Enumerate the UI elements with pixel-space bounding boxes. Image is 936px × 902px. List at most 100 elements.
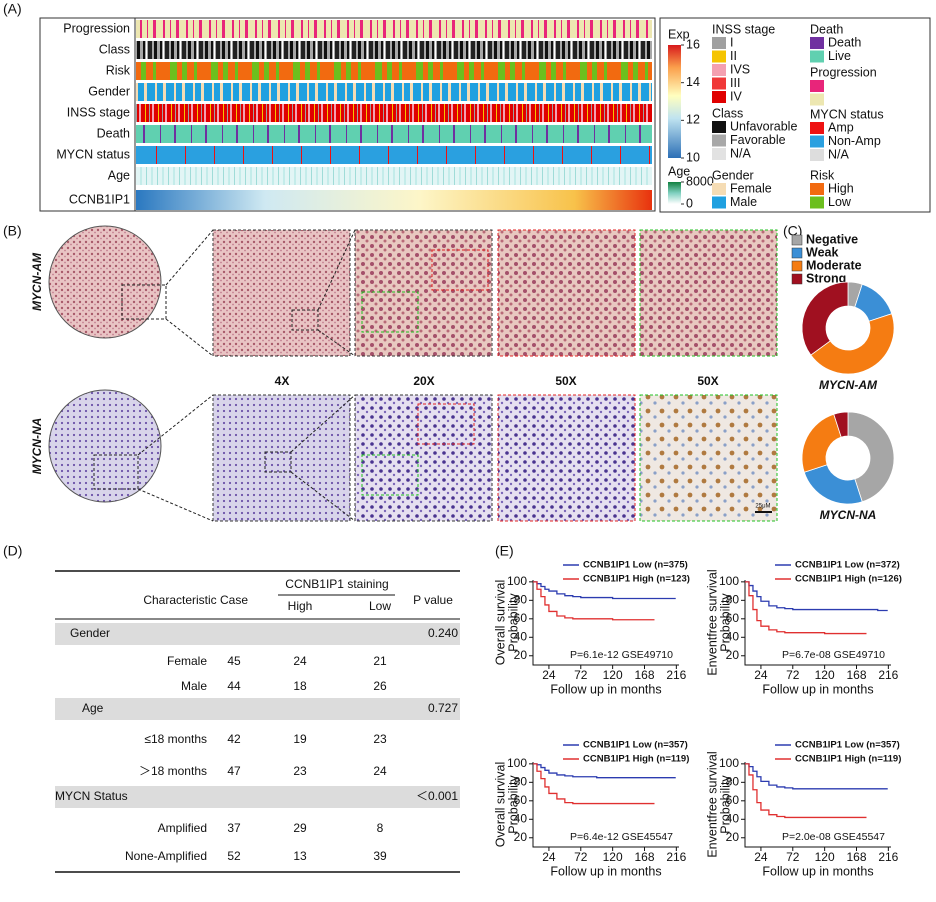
heatmap-row [136, 167, 652, 185]
section-p: 0.240 [428, 626, 458, 640]
cell: 24 [373, 764, 387, 778]
ihc-image [639, 394, 778, 522]
group-label: MYCN-NA [30, 418, 44, 475]
legend-swatch [712, 91, 726, 103]
legend-label: Moderate [806, 258, 862, 272]
legend-swatch [810, 50, 824, 63]
legend-swatch [712, 134, 726, 147]
th: High [288, 599, 313, 613]
x-tick-label: 168 [634, 850, 654, 864]
heatmap-row [136, 41, 652, 59]
legend-title: Death [810, 22, 843, 36]
panel-label: (E) [495, 543, 514, 559]
y-tick-label: 60 [726, 793, 740, 807]
plot-note: P=2.0e-08 GSE45547 [782, 831, 885, 843]
th: Characteristic [143, 593, 216, 607]
cell: 44 [227, 679, 241, 693]
section-band [55, 786, 460, 808]
x-tick-label: 72 [574, 668, 588, 682]
th: CCNB1IP1 staining [285, 577, 388, 591]
legend-label: IV [730, 89, 742, 103]
legend-swatch [791, 234, 803, 246]
km-curve [745, 763, 888, 790]
legend-label: III [730, 76, 740, 90]
legend-swatch [810, 135, 824, 148]
legend-label: Unfavorable [730, 119, 797, 133]
row-label: INSS stage [67, 105, 130, 119]
section-name: MYCN Status [55, 789, 128, 803]
row-label: Progression [63, 21, 130, 35]
legend-label: Death [828, 35, 861, 49]
cell: 45 [227, 654, 241, 668]
row-label: MYCN status [56, 147, 130, 161]
x-tick-label: 168 [634, 668, 654, 682]
magnification: 4X [275, 374, 290, 388]
plot-note: P=6.4e-12 GSE45547 [570, 831, 673, 843]
x-tick-label: 168 [846, 850, 866, 864]
row-label: CCNB1IP1 [69, 192, 130, 206]
y-tick-label: 40 [514, 629, 528, 643]
cell: 8 [377, 821, 384, 835]
legend-label: Male [730, 195, 757, 209]
y-tick-label: 80 [726, 592, 740, 606]
y-tick-label: 100 [719, 574, 739, 588]
cell: 23 [293, 764, 307, 778]
y-tick-label: 20 [514, 830, 528, 844]
colorbar-tick-label: 8000 [686, 174, 714, 188]
legend-label: CCNB1IP1 High (n=119) [583, 754, 689, 765]
y-axis-label: Probability [718, 593, 732, 652]
section-name: Age [82, 701, 104, 715]
y-tick-label: 20 [726, 830, 740, 844]
colorbar-tick-label: 14 [686, 75, 700, 89]
colorbar-tick-label: 16 [686, 37, 700, 51]
row-label: Gender [88, 84, 130, 98]
km-curve [533, 581, 655, 621]
donut-segment [833, 411, 849, 438]
cell: 42 [227, 732, 241, 746]
km-curve [533, 763, 676, 779]
row-label: Amplified [158, 821, 207, 835]
magnification: 20X [413, 374, 434, 388]
legend-swatch [810, 93, 824, 106]
legend-label: Weak [806, 245, 838, 259]
x-tick-label: 72 [574, 850, 588, 864]
colorbar-tick-label: 10 [686, 150, 700, 164]
cell: 52 [227, 849, 241, 863]
row-label: Age [108, 168, 130, 182]
legend-title: MYCN status [810, 107, 884, 121]
legend-frame [659, 17, 931, 213]
plot-note: P=6.1e-12 GSE49710 [570, 649, 673, 661]
cell: 39 [373, 849, 387, 863]
th: Case [220, 593, 248, 607]
legend-swatch [712, 64, 726, 76]
y-tick-label: 80 [514, 592, 528, 606]
legend-swatch [791, 247, 803, 259]
legend-label: Favorable [730, 133, 786, 147]
colorbar-tick-label: 12 [686, 113, 700, 127]
x-tick-label: 24 [542, 850, 556, 864]
axis [744, 580, 891, 666]
legend-swatch [810, 149, 824, 161]
x-tick-label: 216 [666, 668, 686, 682]
colorbar-title: Age [668, 164, 690, 178]
x-axis-label: Follow up in months [762, 682, 873, 696]
x-tick-label: 120 [603, 668, 623, 682]
heatmap-row [136, 83, 652, 101]
cell: 18 [293, 679, 307, 693]
heatmap-row [136, 20, 652, 38]
axis [532, 762, 679, 848]
donut-segment [803, 464, 863, 505]
x-axis-label: Follow up in months [762, 864, 873, 878]
colorbar-tick-label: 0 [686, 196, 693, 210]
x-tick-label: 216 [878, 850, 898, 864]
y-tick-label: 100 [507, 574, 527, 588]
cell: 23 [373, 732, 387, 746]
legend-swatch [810, 122, 824, 134]
heatmap-row [136, 146, 652, 164]
legend-label: Low [828, 195, 852, 209]
legend-label: N/A [730, 146, 752, 160]
km-curve [745, 581, 867, 635]
legend-label: I [730, 35, 733, 49]
donut-label: MYCN-NA [820, 508, 877, 522]
donut-segment [847, 411, 895, 503]
